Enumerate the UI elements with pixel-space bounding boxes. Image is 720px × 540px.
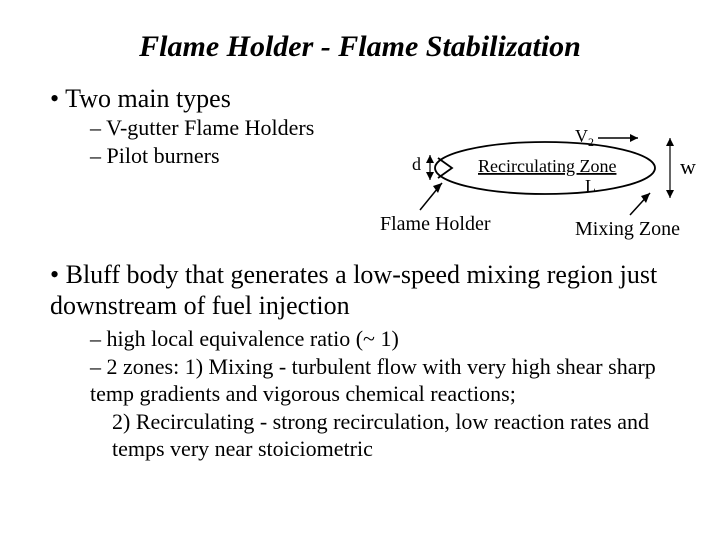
- diagram: V2 d Recirculating Zone L w Flame Holder…: [380, 130, 700, 260]
- v2-label: V2: [575, 130, 594, 149]
- sub-bullet-3: – high local equivalence ratio (~ 1): [90, 325, 680, 353]
- mixing-zone-label: Mixing Zone: [575, 218, 680, 240]
- l-label: L: [585, 176, 596, 196]
- flame-holder-label: Flame Holder: [380, 213, 491, 235]
- bullet-main-1: • Two main types: [50, 84, 680, 114]
- flame-holder-svg: V2 d Recirculating Zone L w Flame Holder…: [380, 130, 700, 280]
- sub-bullet-4: – 2 zones: 1) Mixing - turbulent flow wi…: [90, 353, 680, 408]
- sub-bullet-5: 2) Recirculating - strong recirculation,…: [112, 408, 680, 463]
- w-label: w: [680, 154, 696, 179]
- slide-title: Flame Holder - Flame Stabilization: [40, 30, 680, 64]
- recirc-zone-label: Recirculating Zone: [478, 156, 616, 176]
- d-label: d: [412, 154, 421, 174]
